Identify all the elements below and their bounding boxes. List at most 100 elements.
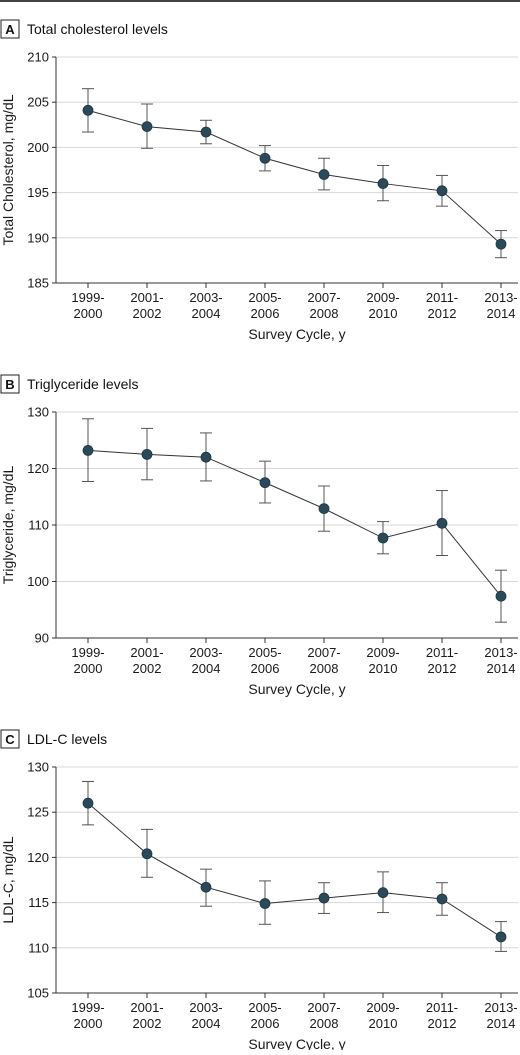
- y-tick-label: 125: [27, 805, 49, 820]
- data-point: [436, 893, 448, 905]
- y-axis-label: LDL-C, mg/dL: [0, 836, 16, 923]
- y-tick-label: 115: [28, 895, 49, 910]
- x-tick-label: 2000: [74, 661, 103, 676]
- x-tick-label: 2004: [192, 661, 221, 676]
- data-point: [318, 169, 330, 180]
- series-line: [87, 802, 502, 938]
- data-point: [318, 503, 330, 515]
- x-tick-label: 2008: [310, 661, 339, 676]
- x-axis-label: Survey Cycle, y: [248, 326, 345, 342]
- y-tick-label: 120: [27, 461, 49, 476]
- x-tick-label: 2005-: [248, 290, 281, 305]
- x-tick-label: 2007-: [307, 290, 340, 305]
- x-tick-label: 2003-: [189, 1000, 222, 1015]
- data-point: [495, 238, 507, 250]
- y-tick-label: 110: [28, 940, 49, 955]
- chart-panel-c: C LDL-C levels 105 110 115 120 125 130 1999-2000…: [0, 729, 518, 1052]
- y-tick-label: 130: [27, 760, 49, 775]
- panel-letter: B: [5, 377, 14, 392]
- x-tick-label: 2006: [251, 661, 280, 676]
- y-tick-label: 110: [28, 518, 49, 533]
- top-rule: [0, 0, 520, 2]
- data-point: [141, 121, 153, 133]
- x-tick-label: 2013-: [484, 645, 517, 660]
- y-tick-label: 120: [27, 850, 49, 865]
- y-tick-label: 210: [27, 50, 49, 65]
- data-point: [259, 477, 271, 489]
- data-point: [200, 451, 212, 463]
- data-point: [377, 532, 389, 544]
- panel-letter-box: [0, 729, 20, 749]
- data-point: [200, 881, 212, 893]
- y-tick-label: 90: [35, 631, 49, 646]
- panel-letter-box: [0, 19, 20, 39]
- x-tick-label: 2001-: [130, 1000, 163, 1015]
- series-line: [87, 109, 502, 245]
- chart-panel-b: B Triglyceride levels901001101201301999-2…: [0, 374, 518, 697]
- x-tick-label: 2004: [192, 306, 221, 321]
- y-tick-label: 205: [27, 95, 49, 110]
- data-point: [495, 931, 507, 943]
- x-tick-label: 2001-: [130, 645, 163, 660]
- x-tick-label: 2009-: [366, 1000, 399, 1015]
- x-tick-label: 2008: [310, 306, 339, 321]
- y-tick-label: 195: [27, 185, 49, 200]
- x-tick-label: 2011-: [426, 1000, 458, 1015]
- y-tick-label: 190: [27, 230, 49, 245]
- x-tick-label: 2009-: [366, 290, 399, 305]
- y-tick-label: 130: [27, 405, 49, 420]
- x-tick-label: 2013-: [484, 1000, 517, 1015]
- data-point: [495, 590, 507, 602]
- data-point: [200, 126, 212, 138]
- x-tick-label: 2012: [428, 306, 457, 321]
- x-tick-label: 2004: [192, 1016, 221, 1031]
- x-tick-label: 2014: [487, 306, 516, 321]
- data-point: [259, 152, 271, 164]
- x-tick-label: 2002: [133, 1016, 162, 1031]
- x-tick-label: 2010: [369, 661, 398, 676]
- x-tick-label: 2012: [428, 1016, 457, 1031]
- panel-title: Total cholesterol levels: [27, 21, 168, 37]
- data-point: [82, 797, 94, 809]
- data-point: [141, 848, 153, 860]
- data-point: [82, 445, 94, 456]
- data-point: [318, 892, 330, 904]
- x-tick-label: 2003-: [189, 645, 222, 660]
- x-tick-label: 2000: [74, 1016, 103, 1031]
- y-tick-label: 100: [27, 574, 49, 589]
- x-tick-label: 2002: [133, 661, 162, 676]
- panel-title: Triglyceride levels: [27, 376, 139, 392]
- data-point: [82, 104, 94, 116]
- x-tick-label: 2003-: [189, 290, 222, 305]
- x-tick-label: 2009-: [366, 645, 399, 660]
- x-tick-label: 2013-: [484, 290, 517, 305]
- y-tick-label: 200: [27, 140, 49, 155]
- x-tick-label: 2006: [251, 306, 280, 321]
- panel-letter: A: [5, 22, 15, 37]
- x-tick-label: 2014: [487, 661, 516, 676]
- series-line: [87, 449, 502, 597]
- x-tick-label: 2006: [251, 1016, 280, 1031]
- x-tick-label: 2014: [487, 1016, 516, 1031]
- x-tick-label: 2011-: [426, 645, 458, 660]
- panel-letter-box: [0, 374, 20, 394]
- x-tick-label: 2010: [369, 306, 398, 321]
- x-tick-label: 2012: [428, 661, 457, 676]
- y-axis-label: Total Cholesterol, mg/dL: [0, 94, 16, 245]
- x-tick-label: 2008: [310, 1016, 339, 1031]
- x-tick-label: 2011-: [426, 290, 458, 305]
- x-tick-label: 2005-: [248, 645, 281, 660]
- x-tick-label: 2010: [369, 1016, 398, 1031]
- y-axis-label: Triglyceride, mg/dL: [0, 466, 16, 585]
- x-tick-label: 2001-: [130, 290, 163, 305]
- x-tick-label: 1999-: [71, 1000, 104, 1015]
- data-point: [436, 517, 448, 529]
- x-tick-label: 1999-: [71, 290, 104, 305]
- x-tick-label: 2000: [74, 306, 103, 321]
- data-point: [377, 887, 389, 899]
- x-tick-label: 2005-: [248, 1000, 281, 1015]
- y-tick-label: 105: [27, 986, 49, 1001]
- x-axis-label: Survey Cycle, y: [248, 1036, 345, 1050]
- x-tick-label: 2007-: [307, 1000, 340, 1015]
- panel-title: LDL-C levels: [27, 731, 107, 747]
